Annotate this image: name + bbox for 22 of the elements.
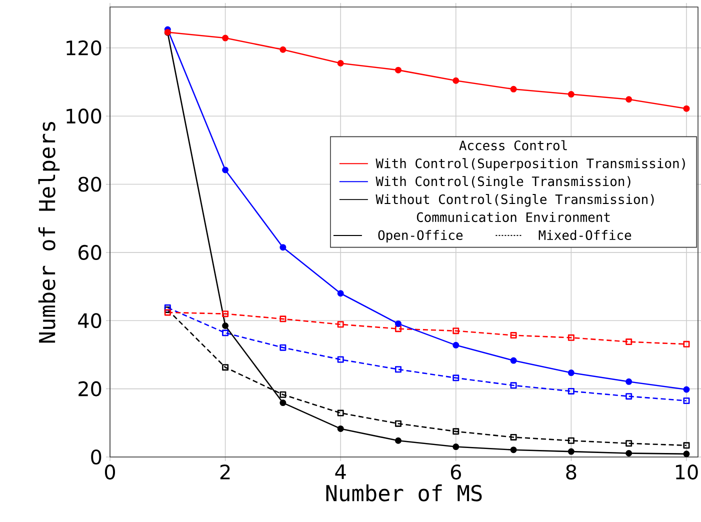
legend-title: Access Control bbox=[459, 140, 567, 150]
x-axis-title: Number of MS bbox=[326, 484, 482, 502]
y-tick-label: 40 bbox=[78, 313, 102, 328]
y-tick-label: 20 bbox=[78, 381, 102, 396]
x-tick-label: 6 bbox=[450, 464, 461, 480]
x-tick-label: 4 bbox=[335, 464, 346, 480]
legend-label: Without Control(Single Transmission) bbox=[376, 194, 654, 207]
annotation: Mixed-Office bbox=[538, 230, 632, 240]
x-tick-label: 0 bbox=[104, 464, 116, 480]
annotation: Open-Office bbox=[378, 230, 463, 243]
y-tick-label: 0 bbox=[91, 449, 102, 465]
y-axis-title: Number of Helpers bbox=[38, 122, 60, 343]
annotation: Communication Environment bbox=[416, 212, 610, 222]
y-tick-label: 60 bbox=[78, 244, 102, 260]
x-tick-label: 8 bbox=[566, 464, 576, 480]
legend-label: With Control(Single Transmission) bbox=[376, 176, 630, 189]
x-tick-label: 2 bbox=[220, 464, 230, 480]
x-tick-label: 10 bbox=[676, 464, 698, 480]
y-tick-label: 80 bbox=[78, 176, 102, 192]
y-tick-label: 100 bbox=[66, 108, 102, 124]
y-tick-label: 120 bbox=[66, 40, 102, 56]
legend-label: With Control(Superposition Transmission) bbox=[376, 158, 685, 171]
